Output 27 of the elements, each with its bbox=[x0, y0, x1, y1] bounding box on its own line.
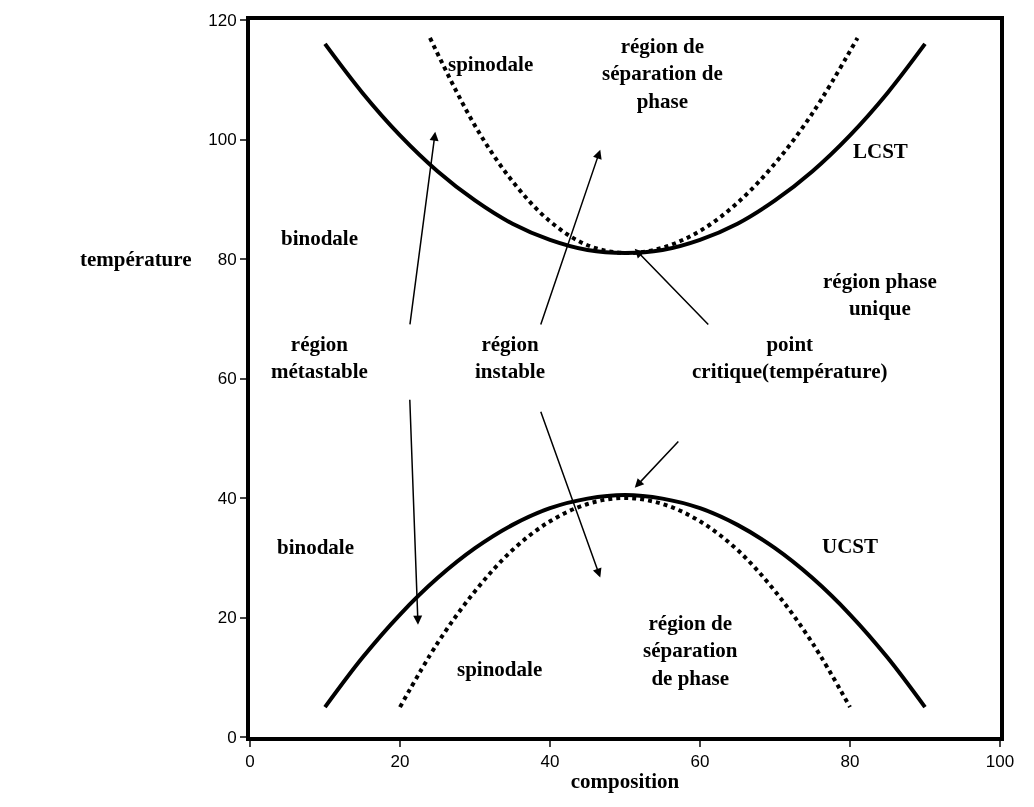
annotation: binodale bbox=[277, 535, 355, 559]
x-axis-title: composition bbox=[570, 769, 680, 794]
annotation: région instable bbox=[475, 332, 546, 384]
annotation: point critique(température) bbox=[692, 332, 888, 384]
annotation: spinodale bbox=[457, 657, 543, 681]
x-tick-label: 40 bbox=[540, 752, 560, 772]
annotation: LCST bbox=[853, 139, 908, 163]
x-tick-label: 100 bbox=[985, 752, 1015, 772]
y-tick-label: 20 bbox=[217, 608, 237, 628]
y-tick-label: 120 bbox=[208, 10, 237, 30]
annotation: région de séparation de phase bbox=[602, 34, 723, 113]
annotation: UCST bbox=[822, 534, 879, 558]
annotation: binodale bbox=[281, 226, 359, 250]
y-tick-label: 0 bbox=[227, 727, 237, 747]
y-tick-label: 60 bbox=[217, 369, 237, 389]
annotation: région de séparation de phase bbox=[643, 611, 738, 690]
x-tick-label: 80 bbox=[840, 752, 860, 772]
x-tick-label: 0 bbox=[245, 752, 255, 772]
x-tick-label: 60 bbox=[690, 752, 710, 772]
y-axis-title: température bbox=[80, 247, 192, 271]
y-tick-label: 80 bbox=[217, 249, 237, 269]
annotation: spinodale bbox=[448, 52, 534, 76]
annotation: région phase unique bbox=[823, 269, 937, 321]
y-tick-label: 40 bbox=[217, 488, 237, 508]
annotation: région métastable bbox=[271, 332, 368, 384]
x-tick-label: 20 bbox=[390, 752, 410, 772]
y-tick-label: 100 bbox=[208, 130, 237, 150]
